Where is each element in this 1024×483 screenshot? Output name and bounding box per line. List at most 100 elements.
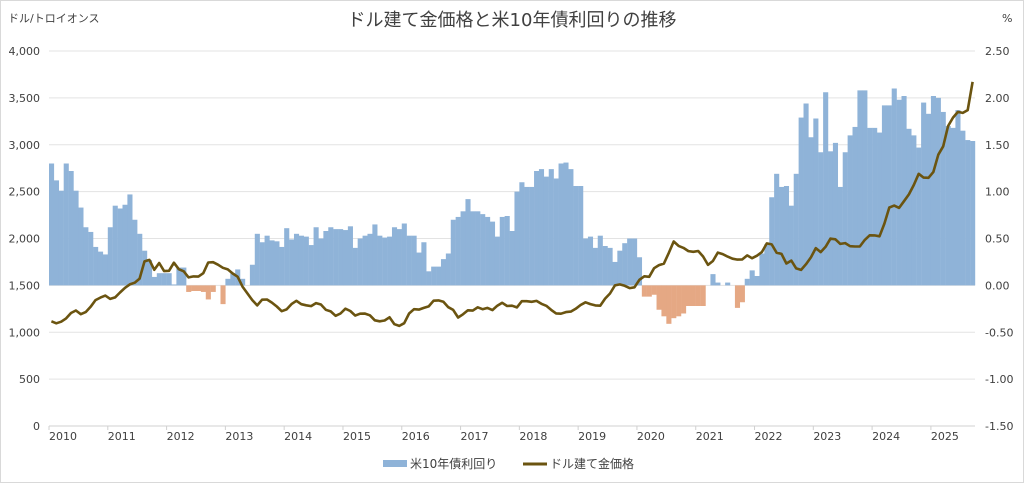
yield-bar <box>803 103 809 286</box>
x-tick-label: 2025 <box>931 430 959 443</box>
x-tick-label: 2020 <box>637 430 665 443</box>
yield-bar <box>935 97 941 286</box>
yield-bar <box>862 90 868 286</box>
yield-bar <box>681 285 687 314</box>
x-tick-label: 2021 <box>696 430 724 443</box>
x-tick-label: 2017 <box>461 430 489 443</box>
yield-bar <box>578 186 584 286</box>
yield-bar <box>210 285 216 292</box>
yield-bar <box>475 211 481 286</box>
yield-bar <box>793 173 799 286</box>
x-tick-label: 2022 <box>755 430 783 443</box>
yield-bar <box>926 113 932 286</box>
yield-bar <box>583 238 589 286</box>
yield-bar <box>563 162 569 286</box>
yield-bar <box>960 130 966 286</box>
yield-bar <box>347 226 353 286</box>
yield-bar <box>367 233 373 286</box>
yield-bar <box>965 140 971 286</box>
yield-bar <box>911 135 917 286</box>
yield-bar <box>548 169 554 286</box>
yield-bar <box>867 127 873 286</box>
yield-bar <box>543 176 549 286</box>
yield-bar <box>421 242 427 286</box>
yield-bar <box>195 285 202 291</box>
gold-price-line <box>50 81 974 328</box>
x-tick-label: 2010 <box>49 430 77 443</box>
yield-bar <box>529 186 535 286</box>
yield-bar <box>896 99 902 286</box>
yield-bar <box>102 254 108 286</box>
yield-bar <box>264 235 270 286</box>
yield-bar <box>666 285 672 324</box>
yield-bar <box>916 147 922 286</box>
yield-bar <box>788 205 794 286</box>
yield-bar <box>573 186 579 286</box>
legend: 米10年債利回り ドル建て金価格 <box>383 456 634 471</box>
yield-bar <box>254 233 260 286</box>
yield-bar <box>151 276 157 286</box>
yield-bar <box>176 267 182 286</box>
yield-bar <box>818 152 824 286</box>
right-axis-unit: % <box>1002 12 1012 25</box>
yield-bar <box>171 284 177 286</box>
yield-bar <box>480 214 486 286</box>
yield-bar <box>460 211 466 286</box>
yield-bar <box>161 273 167 286</box>
yield-bar <box>749 270 755 286</box>
legend-label-yield: 米10年債利回り <box>410 456 497 471</box>
gold-line-group <box>50 81 974 328</box>
yield-bar <box>612 261 618 286</box>
x-tick-label: 2015 <box>343 430 371 443</box>
yield-bar <box>186 285 192 292</box>
yield-bar <box>313 227 319 286</box>
yield-bar <box>49 163 55 286</box>
yield-bar <box>842 152 848 286</box>
yield-bar <box>930 96 937 286</box>
yield-bar <box>504 216 510 286</box>
legend-swatch-yield <box>383 460 407 467</box>
yield-bar <box>401 223 407 286</box>
yield-bar <box>779 186 785 286</box>
yield-bar <box>284 228 290 286</box>
yield-bar <box>509 231 515 286</box>
yield-bar <box>191 285 197 291</box>
x-tick-label: 2023 <box>813 430 841 443</box>
right-tick-label: 0.50 <box>985 233 1010 246</box>
yield-bar <box>279 246 285 286</box>
yield-bar <box>764 244 770 286</box>
chart-title: ドル建て金価格と米10年債利回りの推移 <box>348 10 677 31</box>
yield-bar <box>837 186 843 286</box>
yield-bar <box>396 229 402 286</box>
yield-bar <box>220 285 226 305</box>
yield-bar <box>656 285 662 310</box>
yield-bar <box>352 247 358 286</box>
yield-bar <box>710 274 716 286</box>
yield-bar <box>524 186 530 286</box>
yield-bar <box>514 191 520 286</box>
x-tick-label: 2013 <box>225 430 253 443</box>
yield-bar <box>73 190 79 286</box>
yield-bar <box>700 285 706 306</box>
yield-bar <box>97 251 104 286</box>
yield-bar <box>568 169 574 286</box>
yield-bar <box>445 253 451 286</box>
yield-bar <box>519 182 525 286</box>
yield-bar <box>387 236 393 286</box>
left-tick-label: 4,000 <box>9 45 41 58</box>
left-axis-unit: ドル/トロイオンス <box>8 12 100 25</box>
yield-bar <box>813 118 819 286</box>
yield-bar <box>63 163 69 286</box>
yield-bar <box>117 208 123 286</box>
yield-bar <box>759 253 765 286</box>
yield-bar <box>122 204 128 286</box>
yield-bar <box>142 250 148 286</box>
yield-bar <box>685 285 692 306</box>
yield-bar <box>592 247 598 286</box>
x-tick-label: 2014 <box>284 430 312 443</box>
yield-bar <box>166 273 172 286</box>
yield-bar <box>739 285 745 303</box>
yield-bar <box>338 229 344 286</box>
yield-bar <box>690 285 696 306</box>
yield-bar <box>534 171 540 286</box>
